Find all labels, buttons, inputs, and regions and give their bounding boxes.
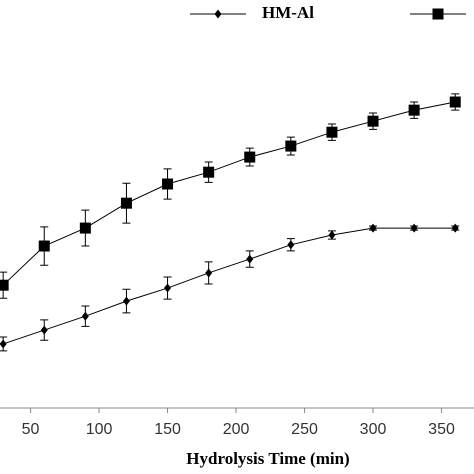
data-point (246, 254, 254, 264)
data-point (451, 223, 459, 233)
data-point (40, 325, 48, 335)
data-point (81, 311, 89, 321)
data-point (0, 339, 7, 349)
legend-marker (214, 9, 222, 19)
data-point (79, 222, 91, 234)
data-point (120, 197, 132, 209)
x-tick-label: 50 (22, 421, 40, 438)
x-tick-label: 350 (428, 421, 455, 438)
data-point (326, 126, 338, 138)
data-point (164, 283, 172, 293)
x-tick-label: 250 (291, 421, 318, 438)
data-point (285, 140, 297, 152)
data-point (369, 223, 377, 233)
series-line (2, 227, 456, 345)
data-point (410, 223, 418, 233)
data-point (408, 104, 420, 116)
data-point (449, 96, 461, 108)
data-point (38, 240, 50, 252)
data-point (244, 151, 256, 163)
legend-marker (432, 8, 444, 20)
data-point (122, 296, 130, 306)
series-line (2, 101, 456, 286)
x-axis-title: Hydrolysis Time (min) (186, 449, 349, 468)
data-point (367, 115, 379, 127)
x-tick-label: 100 (86, 421, 113, 438)
data-point (0, 279, 9, 291)
x-tick-label: 300 (360, 421, 387, 438)
data-point (162, 178, 174, 190)
data-point (203, 166, 215, 178)
data-point (205, 268, 213, 278)
legend-label: HM-Al (262, 3, 314, 22)
data-point (328, 230, 336, 240)
x-tick-label: 150 (154, 421, 181, 438)
x-tick-label: 200 (223, 421, 250, 438)
data-point (287, 240, 295, 250)
